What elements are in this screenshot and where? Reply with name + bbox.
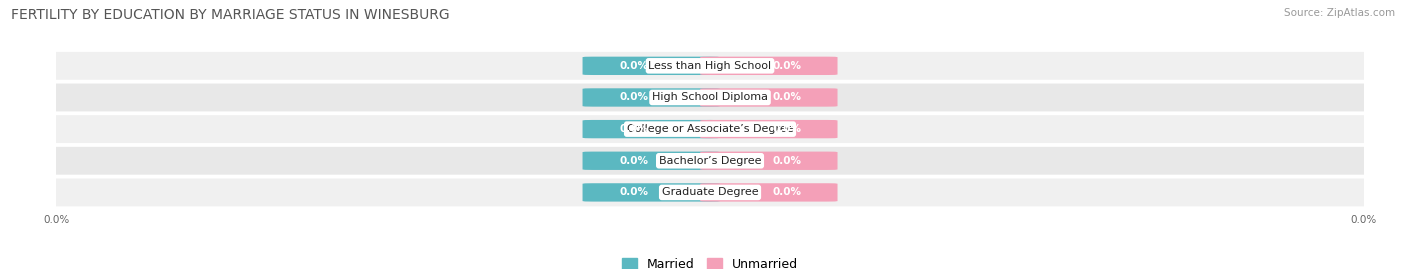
- Text: 0.0%: 0.0%: [619, 187, 648, 197]
- FancyBboxPatch shape: [582, 120, 720, 138]
- FancyBboxPatch shape: [582, 152, 720, 170]
- FancyBboxPatch shape: [46, 84, 1374, 111]
- Text: Less than High School: Less than High School: [648, 61, 772, 71]
- Text: Bachelor’s Degree: Bachelor’s Degree: [659, 156, 761, 166]
- FancyBboxPatch shape: [700, 88, 838, 107]
- Text: 0.0%: 0.0%: [772, 93, 801, 102]
- Text: 0.0%: 0.0%: [772, 187, 801, 197]
- FancyBboxPatch shape: [700, 152, 838, 170]
- FancyBboxPatch shape: [700, 57, 838, 75]
- FancyBboxPatch shape: [46, 115, 1374, 143]
- Text: FERTILITY BY EDUCATION BY MARRIAGE STATUS IN WINESBURG: FERTILITY BY EDUCATION BY MARRIAGE STATU…: [11, 8, 450, 22]
- Text: 0.0%: 0.0%: [619, 124, 648, 134]
- FancyBboxPatch shape: [46, 147, 1374, 175]
- FancyBboxPatch shape: [46, 52, 1374, 80]
- Text: High School Diploma: High School Diploma: [652, 93, 768, 102]
- Text: 0.0%: 0.0%: [772, 61, 801, 71]
- FancyBboxPatch shape: [700, 183, 838, 201]
- Text: 0.0%: 0.0%: [619, 61, 648, 71]
- Text: Graduate Degree: Graduate Degree: [662, 187, 758, 197]
- Text: 0.0%: 0.0%: [619, 156, 648, 166]
- FancyBboxPatch shape: [46, 179, 1374, 206]
- FancyBboxPatch shape: [700, 120, 838, 138]
- Text: College or Associate’s Degree: College or Associate’s Degree: [627, 124, 793, 134]
- FancyBboxPatch shape: [582, 183, 720, 201]
- Text: 0.0%: 0.0%: [772, 124, 801, 134]
- FancyBboxPatch shape: [582, 57, 720, 75]
- Text: 0.0%: 0.0%: [772, 156, 801, 166]
- Text: Source: ZipAtlas.com: Source: ZipAtlas.com: [1284, 8, 1395, 18]
- Text: 0.0%: 0.0%: [619, 93, 648, 102]
- FancyBboxPatch shape: [582, 88, 720, 107]
- Legend: Married, Unmarried: Married, Unmarried: [617, 253, 803, 269]
